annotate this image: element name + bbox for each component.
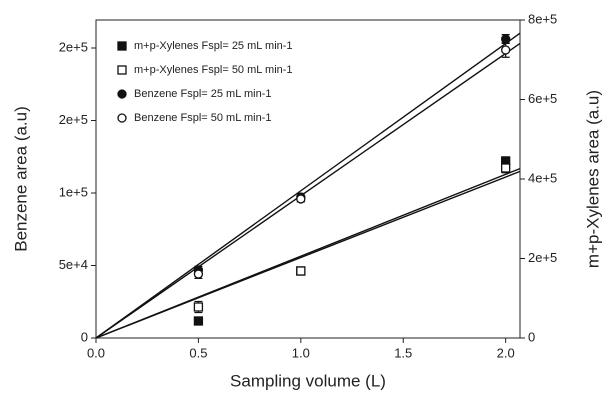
x-tick-label: 0.0 [87, 345, 105, 360]
y2-tick-label: 4e+5 [528, 170, 557, 185]
y-tick-label: 1e+5 [59, 184, 88, 199]
legend-label: m+p-Xylenes Fspl= 25 mL min-1 [134, 40, 293, 52]
y-tick-label: 2e+5 [59, 112, 88, 127]
point [193, 316, 204, 326]
x-tick-label: 1.0 [292, 345, 310, 360]
point [296, 266, 306, 276]
x-tick-label: 0.5 [189, 345, 207, 360]
y-tick-label: 0 [81, 329, 88, 344]
fit-line [95, 32, 521, 339]
point [501, 34, 511, 44]
legend-label: m+p-Xylenes Fspl= 50 mL min-1 [134, 64, 293, 76]
y-tick-label: 2e+5 [59, 39, 88, 54]
legend-label: Benzene Fspl= 50 mL min-1 [134, 112, 271, 124]
fit-line [95, 170, 521, 339]
legend-marker [117, 89, 127, 99]
legend-marker [117, 65, 127, 75]
point [193, 302, 204, 312]
y2-tick-label: 6e+5 [528, 91, 557, 106]
y2-axis-label: m+p-Xylenes area (a.u) [583, 90, 602, 268]
legend-label: Benzene Fspl= 25 mL min-1 [134, 88, 271, 100]
y-axis-label: Benzene area (a.u) [11, 106, 30, 252]
y-tick-label: 5e+4 [59, 257, 88, 272]
x-axis-label: Sampling volume (L) [230, 371, 386, 390]
y2-tick-label: 0 [528, 329, 535, 344]
fit-line [95, 42, 521, 339]
legend-marker [117, 41, 127, 51]
point [193, 269, 204, 279]
x-tick-label: 1.5 [394, 345, 412, 360]
point [501, 163, 511, 173]
y2-tick-label: 8e+5 [528, 11, 557, 26]
y2-tick-label: 2e+5 [528, 250, 557, 265]
point [501, 45, 511, 55]
legend-marker [117, 113, 127, 123]
x-tick-label: 2.0 [497, 345, 515, 360]
point [296, 194, 306, 204]
